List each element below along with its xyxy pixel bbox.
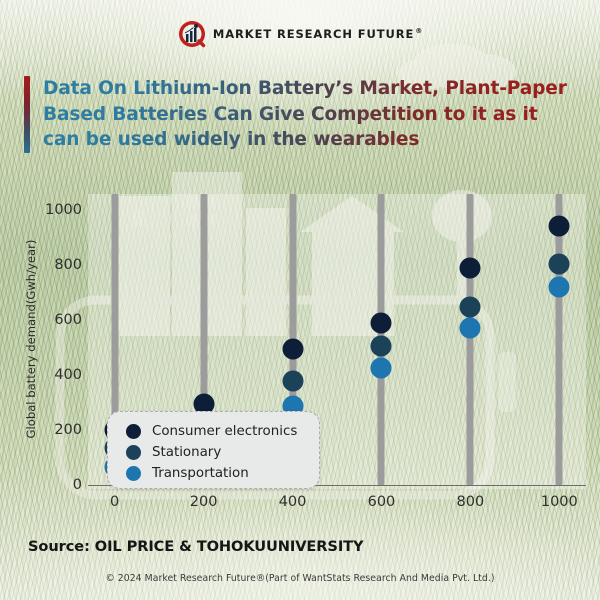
data-point[interactable] — [370, 335, 392, 357]
y-axis-label: Global battery demand(Gwh/year) — [24, 239, 38, 439]
legend-swatch-transportation — [126, 465, 141, 481]
data-point[interactable] — [459, 257, 481, 279]
header: MARKET RESEARCH FUTURE® — [0, 0, 600, 68]
stem-0 — [111, 194, 119, 485]
page-title: Data On Lithium-Ion Battery’s Market, Pl… — [43, 76, 580, 153]
x-axis-line — [88, 485, 586, 487]
data-point[interactable] — [548, 276, 570, 298]
y-axis-tick-0: 0 — [72, 477, 82, 493]
brand-name: MARKET RESEARCH FUTURE® — [213, 27, 423, 41]
data-point[interactable] — [370, 312, 392, 334]
y-axis-tick-600: 600 — [54, 312, 82, 329]
title-block: Data On Lithium-Ion Battery’s Market, Pl… — [24, 76, 580, 153]
data-point[interactable] — [548, 253, 570, 275]
legend-item-stationary[interactable]: Stationary — [126, 442, 319, 462]
brand-name-text: MARKET RESEARCH FUTURE — [212, 27, 415, 41]
x-axis-tick-1000: 1000 — [540, 494, 578, 510]
y-axis-tick-1000: 1000 — [45, 202, 82, 219]
stem-200 — [200, 194, 208, 485]
title-accent-bar — [24, 76, 30, 153]
copyright-note: © 2024 Market Research Future®(Part of W… — [105, 573, 495, 584]
x-axis-tick-200: 200 — [189, 494, 218, 510]
source-note: Source: OIL PRICE & TOHOKUUNIVERSITY — [28, 538, 364, 555]
data-point[interactable] — [282, 338, 304, 360]
data-point[interactable] — [193, 393, 215, 415]
brand-logo: MARKET RESEARCH FUTURE® — [177, 19, 423, 49]
magnifier-barchart-icon — [178, 21, 206, 48]
data-point[interactable] — [282, 370, 304, 392]
legend-item-consumer-electronics[interactable]: Consumer electronics — [126, 421, 319, 441]
data-point[interactable] — [459, 296, 481, 318]
legend-label-transportation: Transportation — [152, 465, 249, 481]
legend-label-stationary: Stationary — [152, 444, 222, 460]
x-axis-tick-600: 600 — [367, 494, 396, 510]
x-axis-tick-400: 400 — [278, 494, 307, 510]
legend-label-consumer-electronics: Consumer electronics — [152, 423, 298, 439]
legend-item-transportation[interactable]: Transportation — [126, 463, 319, 483]
data-point[interactable] — [370, 357, 392, 379]
y-axis-ticks: 0 200 400 600 800 1000 — [32, 180, 82, 530]
data-point[interactable] — [548, 215, 570, 237]
y-axis-tick-400: 400 — [54, 367, 82, 384]
data-point[interactable] — [459, 317, 481, 339]
x-axis-tick-0: 0 — [110, 494, 120, 510]
legend-swatch-consumer-electronics — [126, 423, 141, 439]
y-axis-tick-800: 800 — [54, 257, 82, 274]
stem-800 — [466, 194, 474, 485]
chart: 0 200 400 600 800 1000 Global battery demand(… — [0, 180, 600, 530]
y-axis-tick-200: 200 — [54, 422, 82, 439]
stem-1000 — [555, 194, 563, 485]
registered-mark: ® — [415, 27, 424, 36]
legend-swatch-stationary — [126, 444, 141, 460]
chart-legend: Consumer electronics Stationary Transpor… — [107, 411, 320, 489]
x-axis-tick-800: 800 — [456, 494, 485, 510]
